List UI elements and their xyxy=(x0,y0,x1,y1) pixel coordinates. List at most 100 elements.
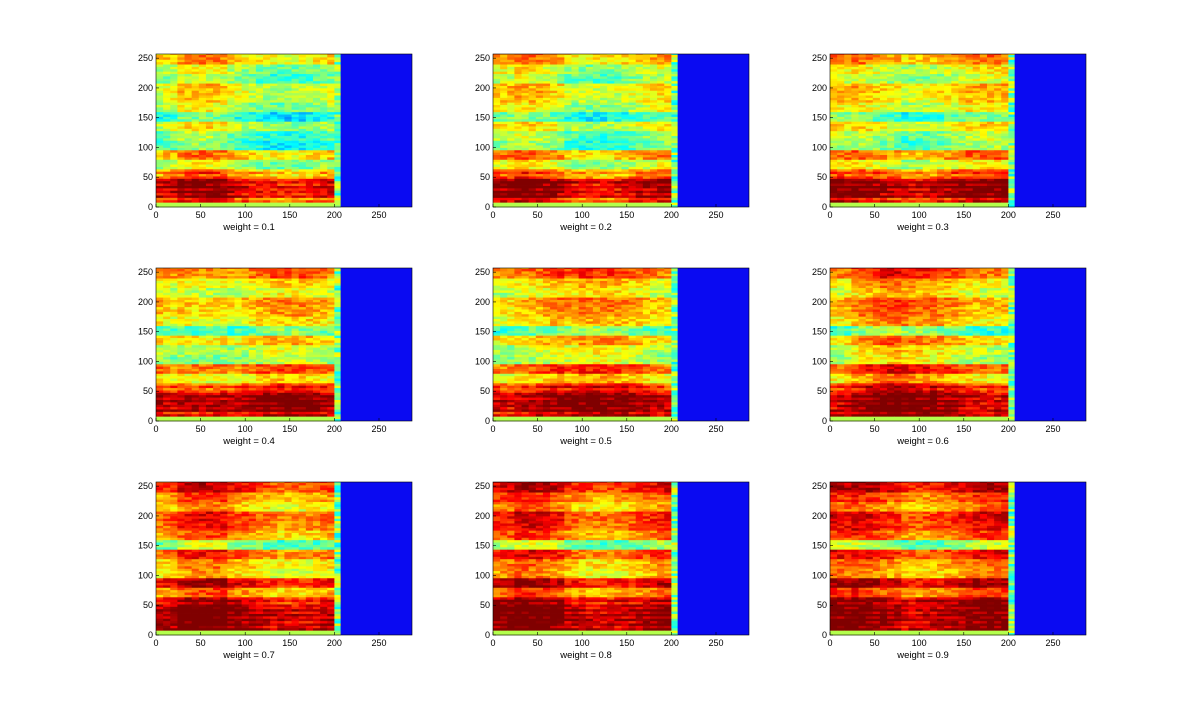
heatmap-cell xyxy=(536,55,544,58)
heatmap-cell xyxy=(270,140,278,143)
heatmap-cell xyxy=(593,143,601,146)
heatmap-cell xyxy=(334,150,341,153)
heatmap-cell xyxy=(170,181,178,184)
heatmap-cell xyxy=(514,83,522,86)
heatmap-cell xyxy=(901,200,909,203)
heatmap-cell xyxy=(937,159,945,162)
heatmap-cell xyxy=(514,121,522,124)
heatmap-cell xyxy=(966,136,974,139)
heatmap-cell xyxy=(923,133,931,136)
heatmap-cell xyxy=(313,128,321,131)
heatmap-cell xyxy=(334,69,341,72)
heatmap-cell xyxy=(944,76,952,79)
heatmap-cell xyxy=(550,100,558,103)
heatmap-cell xyxy=(550,167,558,170)
heatmap-cell xyxy=(937,178,945,181)
heatmap-cell xyxy=(543,107,551,110)
heatmap-cell xyxy=(894,55,902,58)
heatmap-cell xyxy=(944,195,952,198)
heatmap-cell xyxy=(564,140,572,143)
heatmap-cell xyxy=(320,181,328,184)
heatmap-cell xyxy=(256,197,264,200)
heatmap-cell xyxy=(543,102,551,105)
heatmap-cell xyxy=(657,117,665,120)
heatmap-cell xyxy=(837,150,845,153)
heatmap-cell xyxy=(320,143,328,146)
heatmap-cell xyxy=(306,95,314,98)
heatmap-cell xyxy=(980,93,988,96)
heatmap-cell xyxy=(234,167,242,170)
heatmap-cell xyxy=(234,83,242,86)
heatmap-cell xyxy=(571,117,579,120)
heatmap-cell xyxy=(650,150,658,153)
heatmap-cell xyxy=(873,133,881,136)
heatmap-cell xyxy=(557,114,565,117)
heatmap-cell xyxy=(844,107,852,110)
heatmap-cell xyxy=(958,59,966,62)
heatmap-cell xyxy=(206,188,214,191)
heatmap-cell xyxy=(320,95,328,98)
heatmap-cell xyxy=(664,157,672,160)
heatmap-cell xyxy=(227,131,235,134)
heatmap-cell xyxy=(664,102,672,105)
heatmap-cell xyxy=(586,157,594,160)
heatmap-cell xyxy=(320,117,328,120)
heatmap-cell xyxy=(958,107,966,110)
heatmap-cell xyxy=(600,140,608,143)
heatmap-cell xyxy=(292,78,300,81)
heatmap-cell xyxy=(671,178,678,181)
heatmap-cell xyxy=(185,88,193,91)
heatmap-cell xyxy=(234,57,242,60)
heatmap-cell xyxy=(830,119,838,122)
heatmap-cell xyxy=(249,126,257,129)
heatmap-cell xyxy=(220,193,228,196)
heatmap-cell xyxy=(156,159,164,162)
heatmap-cell xyxy=(156,119,164,122)
heatmap-cell xyxy=(966,195,974,198)
heatmap-cell xyxy=(844,164,852,167)
heatmap-cell xyxy=(522,126,530,129)
heatmap-cell xyxy=(299,105,307,108)
heatmap-cell xyxy=(657,200,665,203)
heatmap-cell xyxy=(536,102,544,105)
heatmap-cell xyxy=(994,62,1002,65)
heatmap-cell xyxy=(263,71,271,74)
heatmap-cell xyxy=(851,55,859,58)
heatmap-cell xyxy=(206,121,214,124)
heatmap-cell xyxy=(249,131,257,134)
heatmap-cell xyxy=(571,59,579,62)
heatmap-cell xyxy=(851,138,859,141)
heatmap-cell xyxy=(908,64,916,67)
heatmap-cell xyxy=(579,157,587,160)
heatmap-cell xyxy=(614,174,622,177)
heatmap-cell xyxy=(951,150,959,153)
heatmap-cell xyxy=(206,102,214,105)
heatmap-cell xyxy=(930,109,938,112)
heatmap-cell xyxy=(643,90,651,93)
heatmap-cell xyxy=(887,136,895,139)
heatmap-cell xyxy=(930,131,938,134)
heatmap-cell xyxy=(299,119,307,122)
heatmap-cell xyxy=(156,67,164,70)
heatmap-cell xyxy=(579,95,587,98)
heatmap-cell xyxy=(873,181,881,184)
heatmap-cell xyxy=(987,202,995,205)
heatmap-cell xyxy=(185,159,193,162)
heatmap-cell xyxy=(313,97,321,100)
heatmap-cell xyxy=(923,143,931,146)
heatmap-cell xyxy=(887,162,895,165)
heatmap-cell xyxy=(256,78,264,81)
heatmap-cell xyxy=(185,74,193,77)
heatmap-cell xyxy=(529,169,537,172)
heatmap-cell xyxy=(529,143,537,146)
heatmap-cell xyxy=(227,178,235,181)
heatmap-cell xyxy=(263,155,271,158)
heatmap-cell xyxy=(550,105,558,108)
heatmap-cell xyxy=(277,107,285,110)
heatmap-cell xyxy=(249,136,257,139)
heatmap-cell xyxy=(593,169,601,172)
heatmap-cell xyxy=(614,93,622,96)
heatmap-cell xyxy=(500,195,508,198)
heatmap-cell xyxy=(299,159,307,162)
heatmap-cell xyxy=(507,152,515,155)
